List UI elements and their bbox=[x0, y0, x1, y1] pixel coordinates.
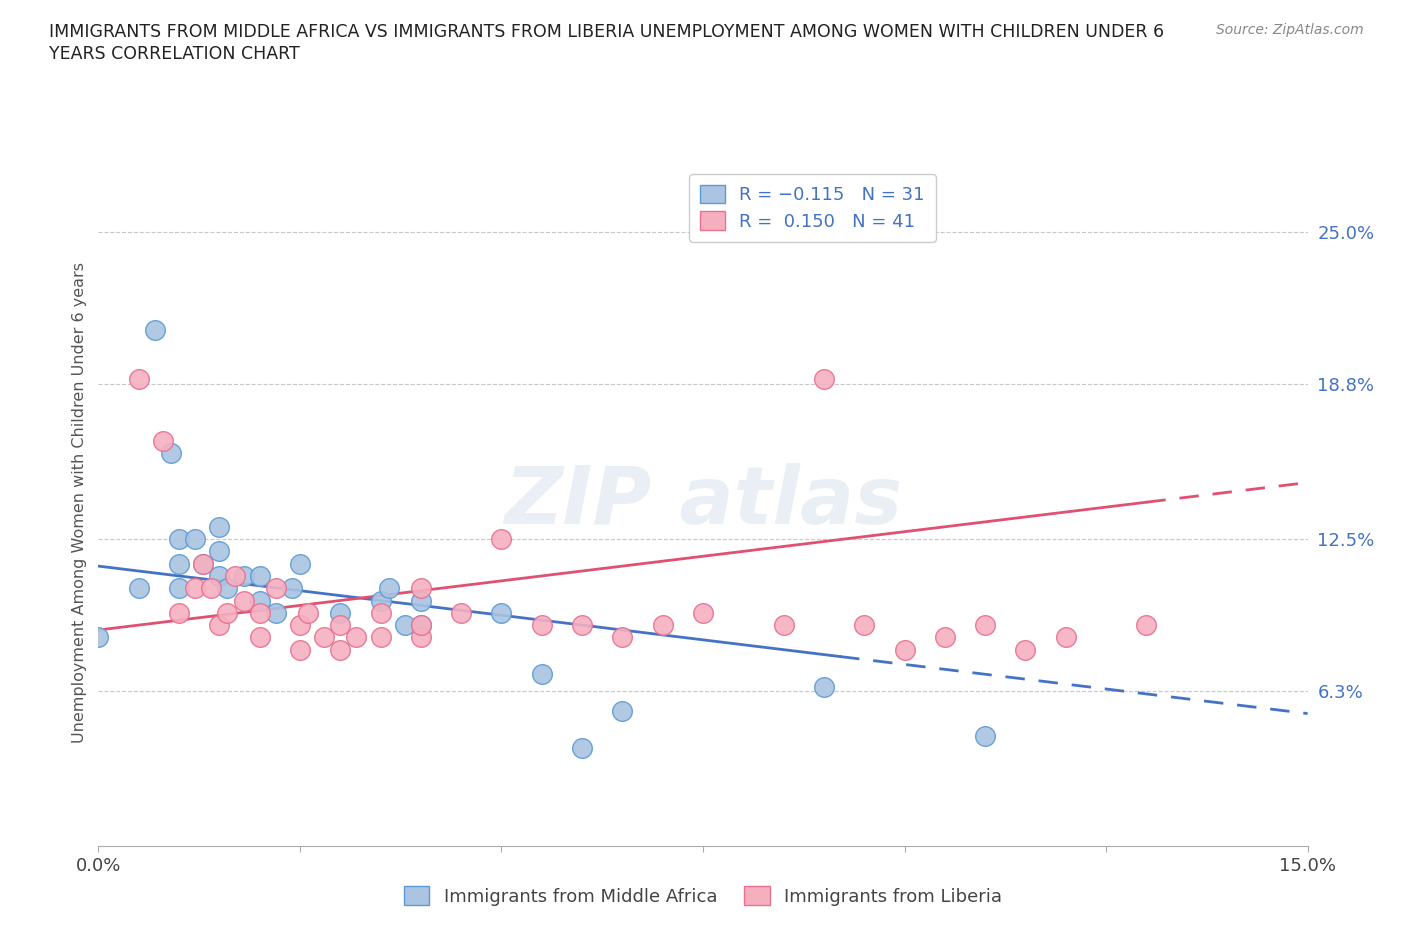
Point bbox=[370, 630, 392, 644]
Point bbox=[249, 568, 271, 583]
Text: IMMIGRANTS FROM MIDDLE AFRICA VS IMMIGRANTS FROM LIBERIA UNEMPLOYMENT AMONG WOME: IMMIGRANTS FROM MIDDLE AFRICA VS IMMIGRA… bbox=[49, 23, 1164, 41]
Point bbox=[208, 618, 231, 632]
Point bbox=[450, 605, 472, 620]
Point bbox=[224, 568, 246, 583]
Point bbox=[249, 630, 271, 644]
Point bbox=[288, 556, 311, 571]
Point bbox=[167, 556, 190, 571]
Point bbox=[409, 580, 432, 596]
Text: Source: ZipAtlas.com: Source: ZipAtlas.com bbox=[1216, 23, 1364, 37]
Point bbox=[217, 605, 239, 620]
Point bbox=[208, 519, 231, 534]
Point bbox=[813, 679, 835, 694]
Point bbox=[184, 532, 207, 547]
Point bbox=[167, 605, 190, 620]
Point bbox=[370, 593, 392, 608]
Point bbox=[184, 580, 207, 596]
Point bbox=[1135, 618, 1157, 632]
Point bbox=[571, 740, 593, 755]
Point bbox=[217, 580, 239, 596]
Point bbox=[974, 728, 997, 743]
Point bbox=[934, 630, 956, 644]
Point bbox=[232, 593, 254, 608]
Point bbox=[128, 372, 150, 387]
Point bbox=[344, 630, 367, 644]
Point bbox=[329, 605, 352, 620]
Point bbox=[232, 568, 254, 583]
Point bbox=[394, 618, 416, 632]
Point bbox=[160, 445, 183, 460]
Point bbox=[1054, 630, 1077, 644]
Point bbox=[530, 618, 553, 632]
Point bbox=[530, 667, 553, 682]
Point bbox=[208, 544, 231, 559]
Point bbox=[612, 704, 634, 719]
Point bbox=[329, 643, 352, 658]
Point bbox=[409, 618, 432, 632]
Point bbox=[772, 618, 794, 632]
Point bbox=[249, 593, 271, 608]
Point bbox=[409, 618, 432, 632]
Point bbox=[651, 618, 673, 632]
Point bbox=[128, 580, 150, 596]
Point bbox=[329, 618, 352, 632]
Point bbox=[167, 580, 190, 596]
Text: ZIP atlas: ZIP atlas bbox=[503, 463, 903, 541]
Point bbox=[974, 618, 997, 632]
Point bbox=[193, 556, 215, 571]
Point bbox=[297, 605, 319, 620]
Text: YEARS CORRELATION CHART: YEARS CORRELATION CHART bbox=[49, 45, 299, 62]
Point bbox=[491, 532, 513, 547]
Point bbox=[193, 556, 215, 571]
Point bbox=[813, 372, 835, 387]
Point bbox=[288, 643, 311, 658]
Point bbox=[692, 605, 714, 620]
Legend: Immigrants from Middle Africa, Immigrants from Liberia: Immigrants from Middle Africa, Immigrant… bbox=[394, 875, 1012, 916]
Point bbox=[152, 433, 174, 448]
Point bbox=[167, 532, 190, 547]
Point bbox=[200, 580, 222, 596]
Point bbox=[264, 580, 287, 596]
Point bbox=[249, 605, 271, 620]
Y-axis label: Unemployment Among Women with Children Under 6 years: Unemployment Among Women with Children U… bbox=[72, 261, 87, 743]
Point bbox=[281, 580, 304, 596]
Point bbox=[612, 630, 634, 644]
Point bbox=[314, 630, 336, 644]
Point bbox=[143, 323, 166, 338]
Point bbox=[377, 580, 399, 596]
Point bbox=[288, 618, 311, 632]
Point bbox=[893, 643, 915, 658]
Point bbox=[264, 605, 287, 620]
Point bbox=[87, 630, 110, 644]
Point bbox=[571, 618, 593, 632]
Point bbox=[409, 630, 432, 644]
Point bbox=[1014, 643, 1036, 658]
Point bbox=[409, 593, 432, 608]
Point bbox=[370, 605, 392, 620]
Point bbox=[853, 618, 876, 632]
Point bbox=[491, 605, 513, 620]
Point bbox=[208, 568, 231, 583]
